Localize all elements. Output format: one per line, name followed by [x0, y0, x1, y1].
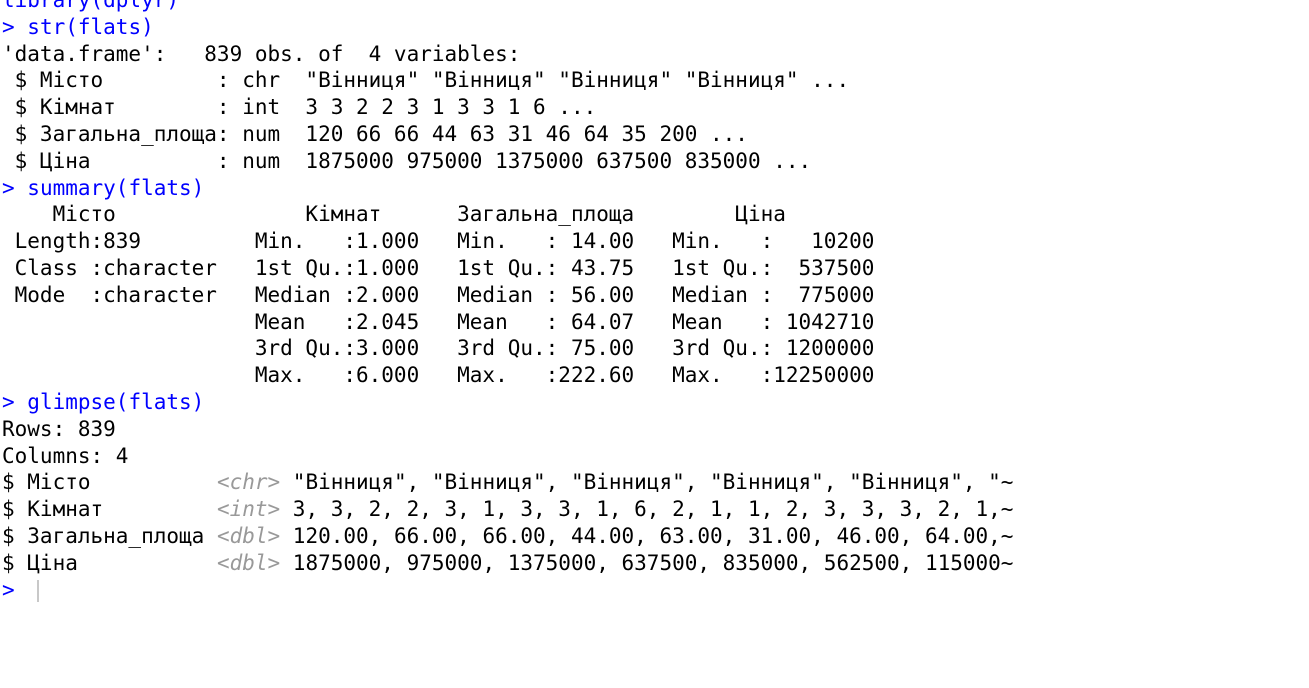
glimpse-type-tag: <dbl>: [216, 550, 281, 575]
glimpse-var-name: $ Загальна_площа: [2, 523, 217, 548]
partial-command: library(dplyr): [2, 0, 180, 12]
glimpse-type-tag: <dbl>: [216, 523, 281, 548]
str-output-line: $ Загальна_площа: num 120 66 66 44 63 31…: [2, 121, 748, 146]
str-command: str(flats): [27, 14, 154, 39]
prompt-symbol: >: [2, 175, 28, 200]
console-line-glimpse-command: > glimpse(flats): [2, 389, 1309, 416]
prompt-symbol: >: [2, 14, 28, 39]
glimpse-var-line: $ Місто <chr> "Вінниця", "Вінниця", "Він…: [2, 469, 1309, 496]
glimpse-var-name: $ Кімнат: [2, 497, 217, 522]
glimpse-type-tag: <chr>: [216, 470, 281, 495]
console-line-summary-command: > summary(flats): [2, 175, 1309, 202]
summary-output-line: Mean :2.045 Mean : 64.07 Mean : 1042710: [2, 309, 900, 334]
glimpse-var-values: 120.00, 66.00, 66.00, 44.00, 63.00, 31.0…: [280, 523, 1014, 548]
text-cursor: [37, 579, 40, 602]
summary-output-line: Mode :character Median :2.000 Median : 5…: [2, 282, 900, 307]
prompt-symbol: >: [2, 577, 28, 602]
summary-output-line: 3rd Qu.:3.000 3rd Qu.: 75.00 3rd Qu.: 12…: [2, 336, 900, 361]
str-output-line: $ Кімнат : int 3 3 2 2 3 1 3 3 1 6 ...: [2, 95, 597, 120]
summary-output-line: Max. :6.000 Max. :222.60 Max. :12250000: [2, 363, 900, 388]
summary-output-line: Length:839 Min. :1.000 Min. : 14.00 Min.…: [2, 229, 900, 254]
glimpse-var-name: $ Місто: [2, 470, 217, 495]
glimpse-rows-line: Rows: 839: [2, 416, 116, 441]
r-console[interactable]: library(dplyr) > str(flats) 'data.frame'…: [2, 0, 1309, 603]
console-input-line[interactable]: >: [2, 577, 1309, 604]
str-output-line: 'data.frame': 839 obs. of 4 variables:: [2, 41, 521, 66]
glimpse-var-line: $ Кімнат <int> 3, 3, 2, 2, 3, 1, 3, 3, 1…: [2, 496, 1309, 523]
glimpse-var-line: $ Ціна <dbl> 1875000, 975000, 1375000, 6…: [2, 550, 1309, 577]
str-output-line: $ Ціна : num 1875000 975000 1375000 6375…: [2, 148, 812, 173]
console-line-str-command: > str(flats): [2, 14, 1309, 41]
glimpse-type-tag: <int>: [216, 497, 281, 522]
glimpse-var-values: 1875000, 975000, 1375000, 637500, 835000…: [280, 550, 1014, 575]
console-line-partial: library(dplyr): [2, 0, 1309, 14]
glimpse-var-name: $ Ціна: [2, 550, 217, 575]
glimpse-command: glimpse(flats): [27, 389, 205, 414]
prompt-symbol: >: [2, 389, 28, 414]
glimpse-columns-line: Columns: 4: [2, 443, 129, 468]
glimpse-var-values: "Вінниця", "Вінниця", "Вінниця", "Вінниц…: [280, 470, 1014, 495]
str-output-line: $ Місто : chr "Вінниця" "Вінниця" "Вінни…: [2, 68, 850, 93]
summary-output-line: Class :character 1st Qu.:1.000 1st Qu.: …: [2, 255, 900, 280]
summary-command: summary(flats): [27, 175, 205, 200]
glimpse-var-line: $ Загальна_площа <dbl> 120.00, 66.00, 66…: [2, 523, 1309, 550]
summary-output-line: Місто Кімнат Загальна_площа Ціна: [2, 202, 900, 227]
glimpse-var-values: 3, 3, 2, 2, 3, 1, 3, 3, 1, 6, 2, 1, 1, 2…: [280, 497, 1014, 522]
